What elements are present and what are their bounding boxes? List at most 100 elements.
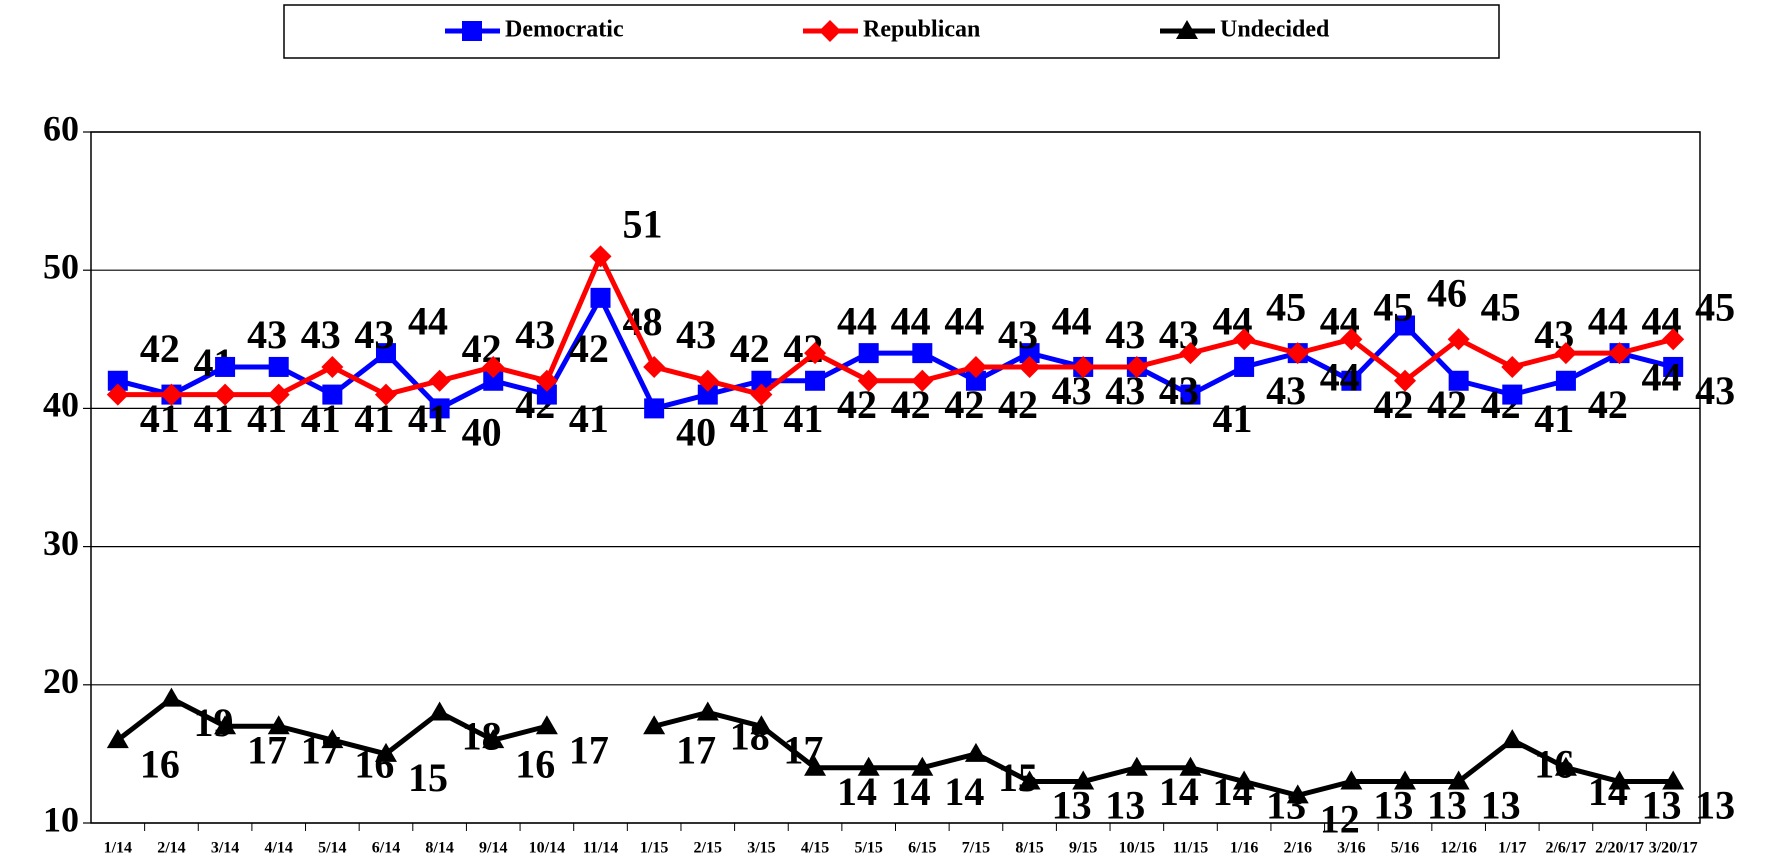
data-point <box>268 356 289 377</box>
data-label: 13 <box>1481 783 1521 828</box>
data-point <box>1554 342 1577 365</box>
data-label: 44 <box>1320 354 1360 399</box>
data-label: 16 <box>515 741 555 786</box>
data-point <box>911 369 934 392</box>
data-label: 43 <box>247 312 287 357</box>
x-tick-label: 3/20/17 <box>1649 840 1698 857</box>
data-label: 17 <box>569 727 609 772</box>
x-tick-label: 7/15 <box>962 840 990 857</box>
data-label: 13 <box>1695 783 1735 828</box>
data-point <box>1072 770 1095 790</box>
data-label: 43 <box>1266 368 1306 413</box>
data-point <box>1233 770 1256 790</box>
data-point <box>374 742 397 762</box>
data-point <box>321 355 344 378</box>
data-label: 45 <box>1266 284 1306 329</box>
data-point <box>1340 770 1363 790</box>
data-label: 13 <box>1373 783 1413 828</box>
x-tick-label: 5/16 <box>1391 840 1419 857</box>
data-label: 14 <box>944 769 984 814</box>
x-tick-label: 1/15 <box>640 840 668 857</box>
x-tick-label: 3/15 <box>747 840 775 857</box>
data-label: 42 <box>1427 382 1467 427</box>
data-label: 16 <box>140 741 180 786</box>
legend-label: Undecided <box>1220 17 1330 43</box>
data-point <box>321 729 344 749</box>
x-tick-label: 2/6/17 <box>1545 840 1586 857</box>
data-point <box>1125 355 1148 378</box>
data-point <box>482 729 505 749</box>
data-point <box>750 383 773 406</box>
x-tick-label: 8/15 <box>1015 840 1043 857</box>
data-point <box>1662 328 1685 351</box>
data-point <box>965 370 986 391</box>
data-point <box>750 715 773 735</box>
data-point <box>643 355 666 378</box>
data-label: 42 <box>1588 382 1628 427</box>
data-point <box>1447 770 1470 790</box>
data-point <box>107 370 128 391</box>
legend-label: Republican <box>863 17 980 43</box>
x-tick-label: 6/14 <box>372 840 400 857</box>
data-label: 45 <box>1373 284 1413 329</box>
data-label: 43 <box>1695 368 1735 413</box>
data-label: 13 <box>1105 783 1145 828</box>
data-point <box>1447 328 1470 351</box>
legend-label: Democratic <box>505 17 624 43</box>
data-point <box>1555 370 1576 391</box>
data-point <box>1286 784 1309 804</box>
y-tick-label: 40 <box>43 385 79 425</box>
data-point <box>964 355 987 378</box>
data-label: 14 <box>837 769 877 814</box>
data-label: 46 <box>1427 271 1467 316</box>
data-label: 44 <box>1642 354 1682 399</box>
x-tick-label: 10/15 <box>1119 840 1155 857</box>
data-label: 14 <box>1159 769 1199 814</box>
x-tick-label: 11/15 <box>1173 840 1209 857</box>
data-point <box>535 715 558 735</box>
legend-marker <box>1176 20 1198 39</box>
series-line <box>117 253 1674 398</box>
data-point <box>1394 770 1417 790</box>
data-point <box>429 398 450 419</box>
x-tick-label: 6/15 <box>908 840 936 857</box>
data-point <box>1662 770 1685 790</box>
data-label: 43 <box>676 312 716 357</box>
x-tick-label: 5/14 <box>318 840 346 857</box>
x-tick-label: 8/14 <box>425 840 453 857</box>
data-point <box>214 383 237 406</box>
x-tick-label: 10/14 <box>529 840 565 857</box>
data-point <box>644 398 665 419</box>
data-label: 45 <box>1481 284 1521 329</box>
data-point <box>1340 328 1363 351</box>
x-tick-label: 3/16 <box>1337 840 1365 857</box>
x-tick-label: 2/14 <box>157 840 185 857</box>
data-point <box>1394 369 1417 392</box>
data-label: 48 <box>623 299 663 344</box>
data-point <box>214 715 237 735</box>
data-label: 44 <box>944 298 984 343</box>
data-point <box>160 383 183 406</box>
legend: Democratic Republican Undecided <box>283 4 1500 59</box>
y-tick-label: 60 <box>43 108 79 148</box>
data-point <box>857 756 880 776</box>
data-label: 43 <box>1105 312 1145 357</box>
data-point <box>1663 356 1684 377</box>
data-point <box>911 756 934 776</box>
data-point <box>482 355 505 378</box>
data-label: 43 <box>515 312 555 357</box>
data-point <box>1125 756 1148 776</box>
data-point <box>589 245 612 268</box>
data-point <box>483 370 504 391</box>
data-point <box>1554 756 1577 776</box>
data-point <box>1018 770 1041 790</box>
data-point <box>697 384 718 405</box>
data-point <box>106 383 129 406</box>
x-tick-label: 2/15 <box>694 840 722 857</box>
data-point <box>428 369 451 392</box>
data-label: 43 <box>998 312 1038 357</box>
data-label: 41 <box>1212 396 1252 441</box>
data-point <box>1608 342 1631 365</box>
data-label: 43 <box>1159 368 1199 413</box>
